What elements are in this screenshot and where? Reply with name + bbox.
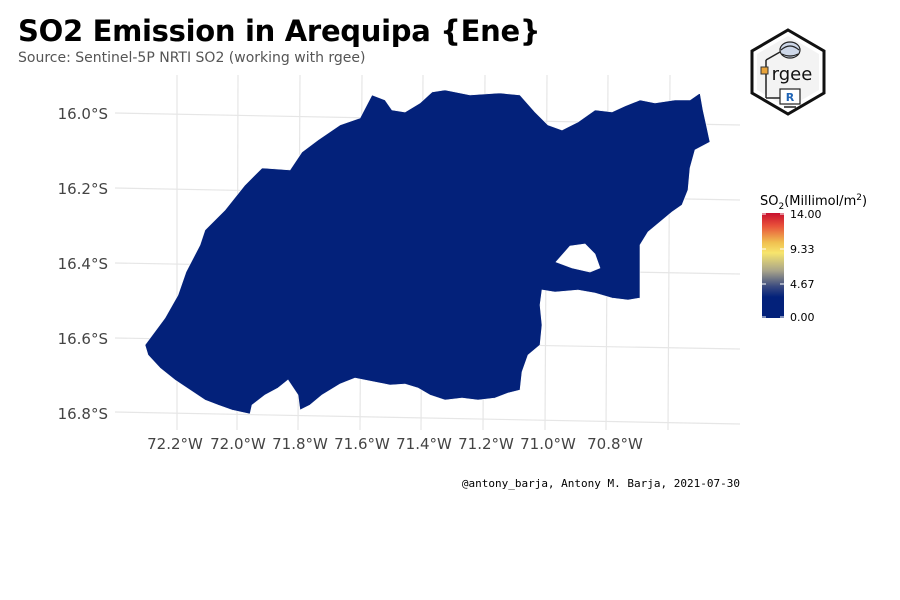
map-caption: @antony_barja, Antony M. Barja, 2021-07-… — [461, 477, 740, 490]
y-tick-label: 16.0°S — [58, 105, 108, 123]
y-axis-labels: 16.0°S 16.2°S 16.4°S 16.6°S 16.8°S — [58, 105, 108, 423]
logo-text: rgee — [772, 64, 813, 85]
legend-colorbar — [762, 213, 784, 318]
legend-label: 9.33 — [790, 243, 815, 256]
x-tick-label: 71.4°W — [396, 435, 452, 453]
x-axis-labels: 72.2°W 72.0°W 71.8°W 71.6°W 71.4°W 71.2°… — [147, 435, 643, 453]
x-tick-label: 71.0°W — [520, 435, 576, 453]
y-tick-label: 16.4°S — [58, 255, 108, 273]
y-tick-label: 16.8°S — [58, 405, 108, 423]
legend-label: 4.67 — [790, 278, 815, 291]
y-tick-label: 16.2°S — [58, 180, 108, 198]
r-badge: R — [786, 91, 795, 104]
map-title: SO2 Emission in Arequipa {Ene} — [18, 14, 541, 48]
legend-title: SO2(Millimol/m2) — [760, 193, 867, 212]
legend-label: 0.00 — [790, 311, 815, 324]
gridline-lat-16-8 — [114, 411, 741, 425]
legend-label: 14.00 — [790, 208, 822, 221]
map-subtitle: Source: Sentinel-5P NRTI SO2 (working wi… — [18, 50, 366, 66]
x-tick-label: 71.8°W — [272, 435, 328, 453]
x-tick-label: 71.6°W — [334, 435, 390, 453]
globe-icon — [779, 41, 801, 59]
x-tick-label: 71.2°W — [458, 435, 514, 453]
x-tick-label: 72.2°W — [147, 435, 203, 453]
legend: SO2(Millimol/m2) 14.00 9.33 4.67 0.00 — [760, 193, 867, 324]
y-tick-label: 16.6°S — [58, 330, 108, 348]
x-tick-label: 70.8°W — [587, 435, 643, 453]
monitor-icon — [779, 88, 801, 105]
x-tick-label: 72.0°W — [210, 435, 266, 453]
rgee-logo: rgee R — [750, 28, 826, 116]
